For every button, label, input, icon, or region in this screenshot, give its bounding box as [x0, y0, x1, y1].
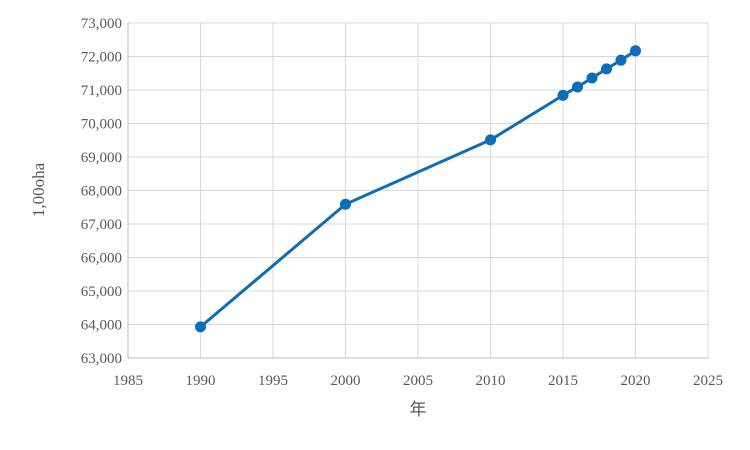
data-point: [586, 72, 598, 84]
x-tick-label: 2010: [476, 373, 506, 389]
data-point: [601, 63, 612, 75]
x-tick-label: 2005: [403, 373, 433, 389]
data-point: [485, 134, 496, 146]
tick-labels: 63,000 64,000 65,000 66,000 67,000 68,000 69,0…: [81, 16, 723, 389]
y-tick-label: 69,000: [81, 150, 122, 166]
y-tick-label: 65,000: [81, 284, 122, 300]
y-axis-title: 1,00oha: [29, 162, 48, 217]
y-tick-label: 66,000: [81, 251, 122, 267]
data-point: [572, 81, 583, 93]
y-tick-label: 67,000: [81, 217, 122, 233]
series: [195, 45, 641, 333]
y-tick-label: 63,000: [81, 351, 122, 367]
data-point: [615, 54, 627, 66]
data-point: [195, 321, 206, 333]
grid: [127, 22, 709, 359]
data-point: [340, 198, 351, 210]
y-tick-label: 68,000: [81, 184, 122, 200]
y-tick-label: 64,000: [81, 318, 122, 334]
data-point: [630, 45, 641, 57]
x-tick-label: 1995: [258, 373, 288, 389]
data-point: [557, 89, 569, 101]
axes: [127, 23, 708, 359]
y-tick-label: 71,000: [81, 83, 122, 99]
x-tick-label: 2015: [548, 373, 578, 389]
x-tick-label: 1990: [186, 373, 216, 389]
x-tick-label: 2020: [621, 373, 651, 389]
y-tick-label: 73,000: [81, 16, 122, 32]
x-tick-label: 2000: [331, 373, 361, 389]
x-axis-title: 年: [410, 400, 427, 419]
x-tick-label: 2025: [693, 373, 723, 389]
x-tick-label: 1985: [113, 373, 143, 389]
y-tick-label: 70,000: [81, 117, 122, 133]
y-tick-label: 72,000: [81, 50, 122, 66]
